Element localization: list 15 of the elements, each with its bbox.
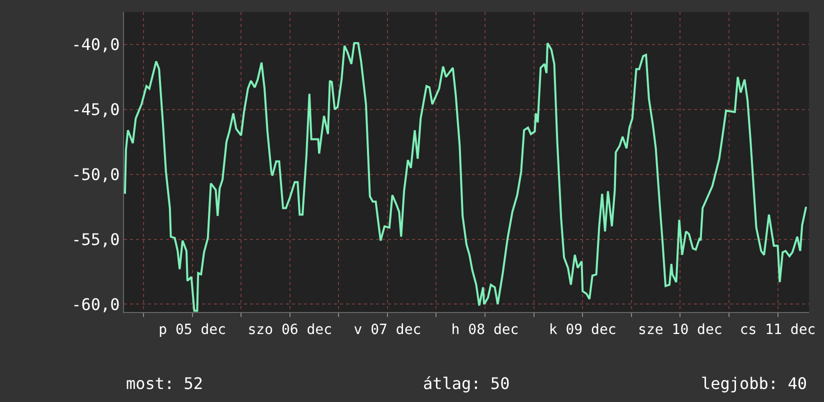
x-tick-label: p 05 dec [158,322,226,338]
y-tick-label: -45,0 [72,100,120,119]
x-tick-label: h 08 dec [451,322,519,338]
text: átlag: 50 [423,374,510,393]
y-tick-label: -55,0 [72,230,120,249]
y-tick-label: -50,0 [72,164,120,184]
x-tick-label: cs 11 dec [740,322,816,338]
x-tick-label: k 09 dec [548,322,616,338]
x-tick-label: v 07 dec [354,322,422,338]
text: legjobb: 40 [701,374,807,393]
x-tick-label: szo 06 dec [248,322,332,338]
y-tick-label: -40,0 [72,35,120,54]
text: most: 52 [126,374,204,393]
y-tick-label: -60,0 [72,294,120,314]
x-tick-label: sze 10 dec [638,322,722,338]
